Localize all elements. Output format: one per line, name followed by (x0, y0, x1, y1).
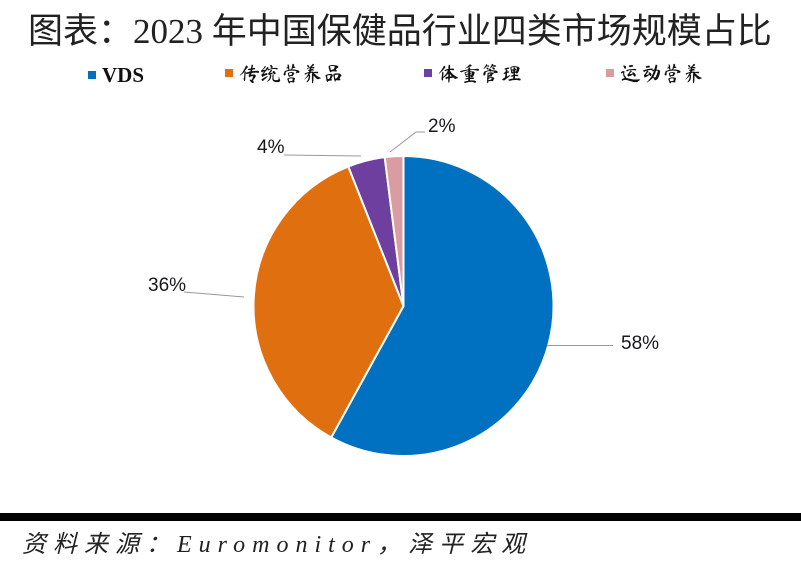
svg-text:36%: 36% (148, 275, 186, 296)
svg-text:2%: 2% (428, 116, 456, 137)
svg-text:4%: 4% (257, 137, 285, 158)
svg-text:58%: 58% (621, 333, 659, 354)
